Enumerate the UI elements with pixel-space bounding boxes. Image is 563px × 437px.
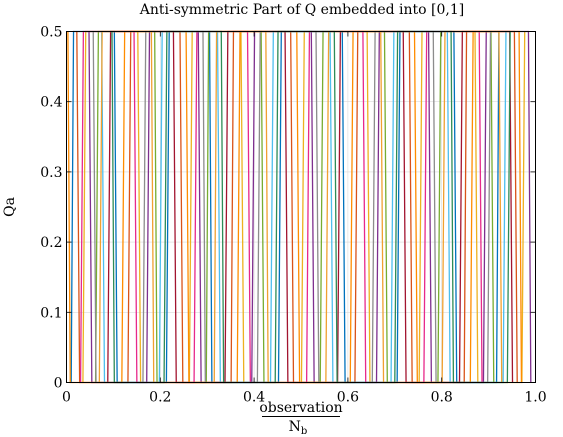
y-tick-label-1: 0.1 — [40, 305, 62, 321]
y-tick-label-5: 0.5 — [40, 25, 62, 41]
x-tick-labels: 0 0.2 0.4 0.6 0.8 1.0 — [62, 390, 547, 406]
series-line-12 — [111, 30, 511, 384]
x-tick-label-2: 0.4 — [243, 390, 265, 406]
x-tick-label-4: 0.8 — [431, 390, 453, 406]
x-axis-label-numerator: observation — [259, 400, 342, 416]
series-line-4 — [88, 30, 532, 384]
x-tick-label-5: 1.0 — [524, 390, 546, 406]
x-axis-label-denominator-base: N — [289, 419, 301, 435]
y-tick-label-3: 0.3 — [40, 165, 62, 181]
series-line-3 — [82, 30, 526, 384]
axis-ticks — [66, 31, 536, 383]
y-axis-label: Qa — [2, 197, 18, 217]
chart-title: Anti-symmetric Part of Q embedded into [… — [139, 2, 465, 18]
x-tick-label-0: 0 — [62, 390, 71, 406]
y-tick-label-0: 0 — [54, 376, 63, 392]
y-tick-label-2: 0.2 — [40, 235, 62, 251]
x-axis-label-denominator: Nb — [289, 419, 308, 437]
x-axis-label-denominator-subscript: b — [301, 426, 307, 437]
x-tick-label-1: 0.2 — [149, 390, 171, 406]
series-line-2 — [76, 30, 518, 384]
series-line-1 — [70, 30, 500, 384]
plot-frame — [66, 31, 536, 383]
y-tick-label-4: 0.4 — [40, 95, 62, 111]
x-axis-label: observation Nb — [259, 400, 342, 437]
x-tick-label-3: 0.6 — [337, 390, 359, 406]
series-line-8 — [67, 30, 523, 384]
series-layer — [67, 30, 532, 384]
y-tick-labels: 0 0.1 0.2 0.3 0.4 0.5 — [40, 25, 62, 392]
